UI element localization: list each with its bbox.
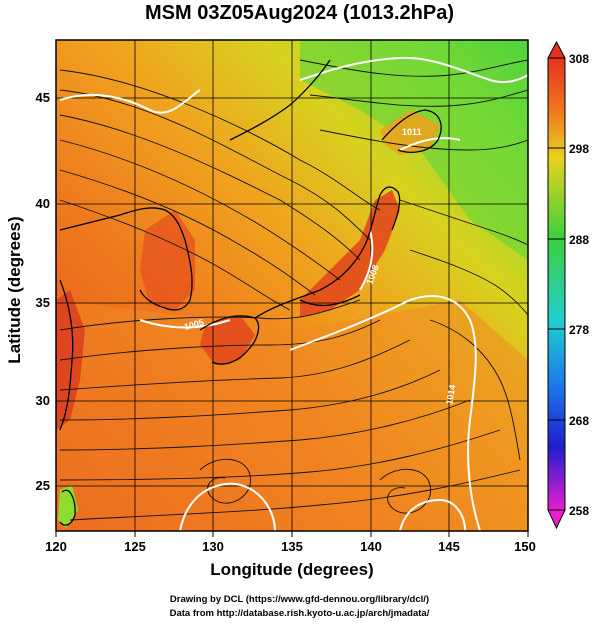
map-title: MSM 03Z05Aug2024 (1013.2hPa): [144, 2, 455, 24]
x-tick-130: 130: [202, 539, 224, 554]
isobar-contours: [59, 56, 528, 531]
y-tick-25: 25: [36, 478, 50, 493]
japan-land: [300, 190, 400, 318]
x-tick-140: 140: [360, 539, 382, 554]
isobar-labels: 1005 1008 1011 1014: [183, 127, 458, 405]
x-tick-145: 145: [438, 539, 460, 554]
wind-streamlines: [59, 59, 528, 521]
colorbar-label-278: 278: [569, 323, 589, 337]
china-coast: [56, 290, 85, 430]
x-tick-135: 135: [281, 539, 303, 554]
credit-line-1: Drawing by DCL (https://www.gfd-dennou.o…: [169, 594, 430, 605]
x-axis-title: Longitude (degrees): [210, 560, 374, 579]
y-tick-40: 40: [36, 196, 50, 211]
x-tick-120: 120: [45, 539, 67, 554]
contour-label-1011: 1011: [402, 127, 422, 137]
y-axis-tick-labels: 25 30 35 40 45: [36, 90, 50, 493]
y-tick-45: 45: [36, 90, 50, 105]
colorbar-label-268: 268: [569, 414, 589, 428]
y-tick-35: 35: [36, 295, 50, 310]
colorbar-label-298: 298: [569, 142, 589, 156]
colorbar-labels: 308 298 288 278 268 258: [569, 52, 589, 518]
y-axis-title: Latitude (degrees): [5, 216, 24, 364]
x-tick-125: 125: [124, 539, 146, 554]
x-axis-tick-labels: 120 125 130 135 140 145 150: [45, 539, 536, 554]
colorbar: [547, 40, 566, 530]
x-tick-150: 150: [514, 539, 536, 554]
coastlines: [59, 59, 442, 526]
credit-line-2: Data from http://database.rish.kyoto-u.a…: [169, 608, 430, 619]
contour-label-1014: 1014: [444, 384, 457, 405]
x-axis-ticks: [55, 531, 529, 537]
colorbar-label-288: 288: [569, 233, 589, 247]
y-tick-30: 30: [36, 393, 50, 408]
colorbar-label-258: 258: [569, 504, 589, 518]
colorbar-label-308: 308: [569, 52, 589, 66]
kyushu-land: [200, 315, 255, 365]
taiwan-land: [58, 485, 78, 528]
